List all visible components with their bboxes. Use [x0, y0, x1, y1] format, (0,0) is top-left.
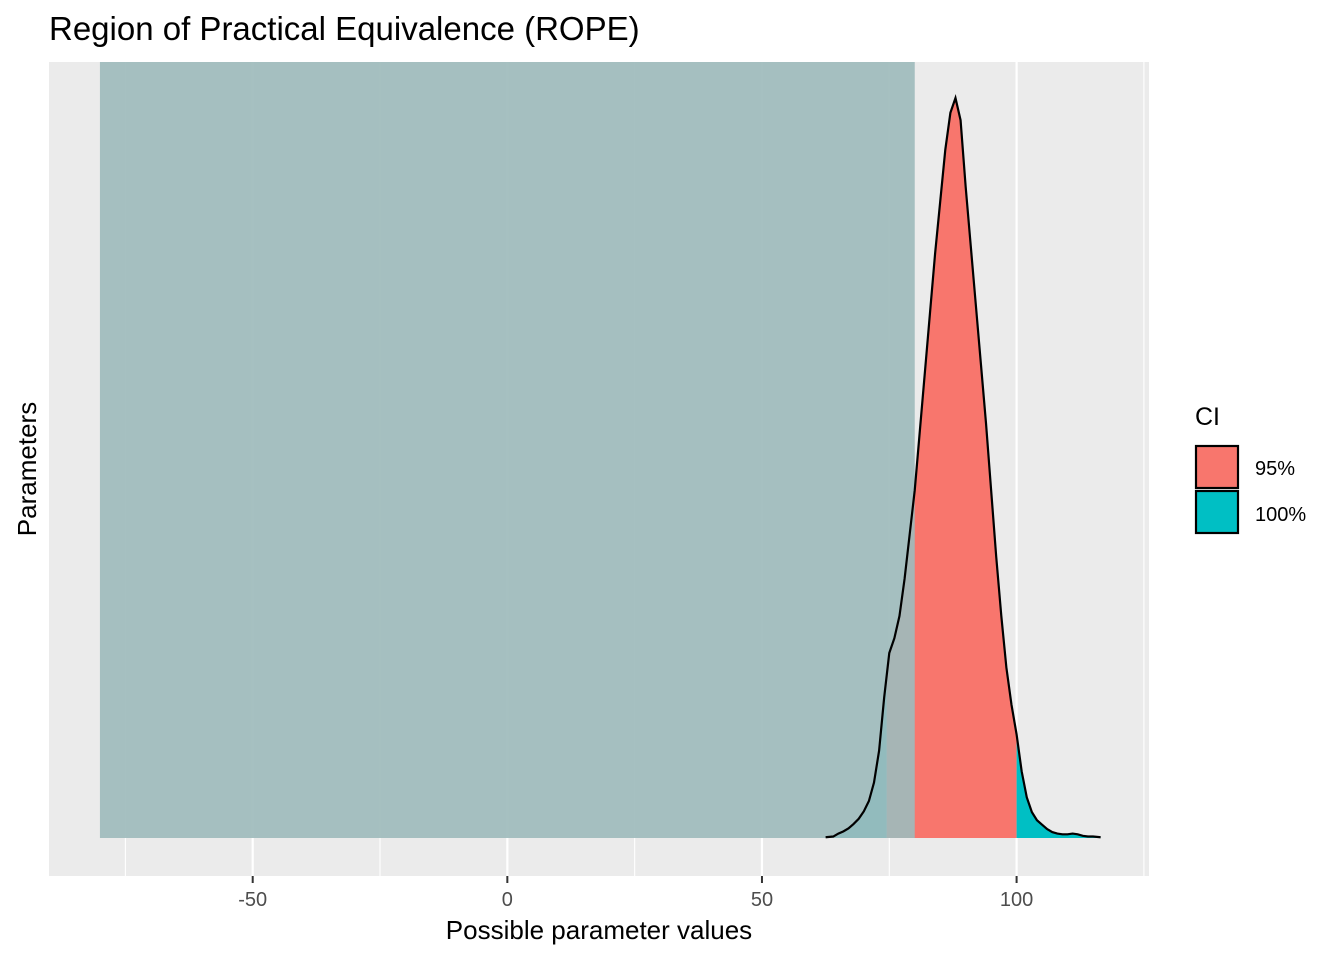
legend-label-95: 95% — [1255, 458, 1295, 480]
x-tick-label-3: 100 — [1000, 889, 1033, 911]
rope-region — [99, 62, 915, 838]
legend-key-95 — [1194, 444, 1240, 490]
x-tick-label-2: 50 — [751, 889, 773, 911]
density-ci100-right — [1016, 734, 1101, 838]
chart-title: Region of Practical Equivalence (ROPE) — [49, 10, 640, 47]
x-tick-label-0: -50 — [238, 889, 267, 911]
density-ci95 — [886, 98, 1017, 838]
legend-label-100: 100% — [1255, 504, 1306, 526]
x-axis-ticks: -50 0 50 100 — [238, 876, 1033, 911]
legend-key-100 — [1194, 489, 1240, 535]
legend-title: CI — [1195, 403, 1220, 431]
density-outline — [825, 94, 1101, 839]
x-tick-label-1: 0 — [502, 889, 513, 911]
x-axis-title: Possible parameter values — [446, 915, 752, 945]
y-axis-title: Parameters — [12, 402, 42, 536]
legend: CI 95% 100% — [1194, 403, 1306, 535]
